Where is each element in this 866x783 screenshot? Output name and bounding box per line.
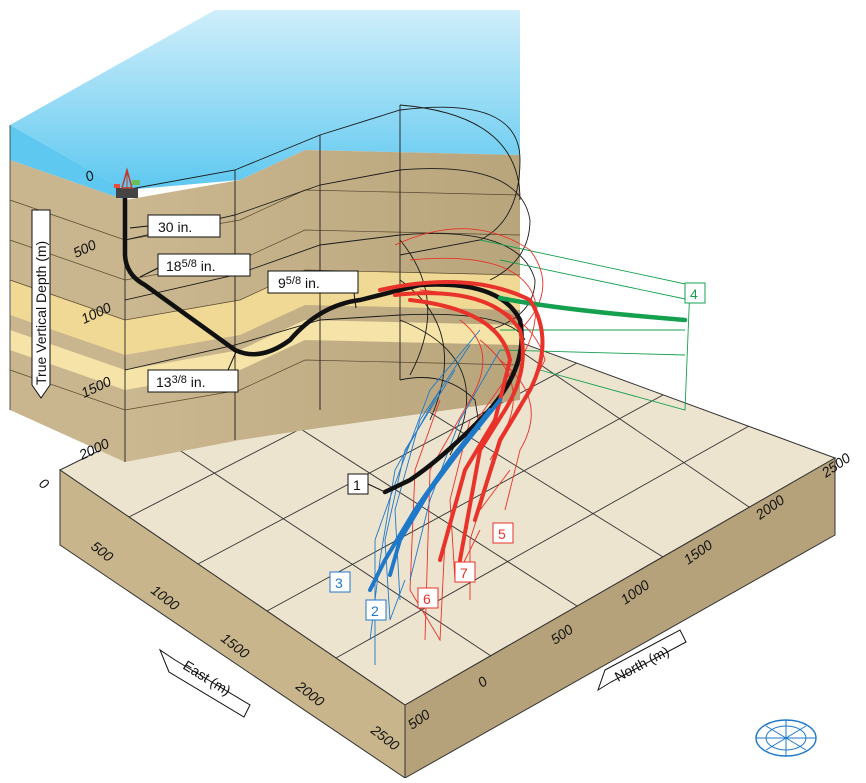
casing-18-box [157, 253, 251, 277]
well-label-5: 5 [498, 526, 506, 542]
well-4-path [497, 295, 688, 323]
east-tick: 0 [36, 475, 52, 493]
tvd-axis-title: True Vertical Depth (m) [33, 241, 49, 385]
well-6-path [408, 298, 513, 562]
casing-30-label: 30 in. [158, 219, 192, 235]
well-label-2: 2 [371, 603, 379, 619]
well-labels: 1 2 3 4 5 6 7 [329, 282, 706, 621]
casing-9-box [267, 270, 359, 294]
well-label-7: 7 [460, 565, 468, 581]
casing-9-label: 95/8 in. [278, 275, 320, 291]
well-paths [122, 192, 688, 592]
north-axis-arrow [597, 629, 687, 692]
casing-13-box [147, 369, 239, 393]
sea-surface [10, 10, 520, 190]
well-4-envelope [479, 239, 691, 411]
drilling-rig-icon [114, 167, 140, 198]
well-label-3: 3 [335, 575, 343, 591]
well-7-path [393, 291, 525, 562]
well-5-path [378, 280, 545, 522]
well-label-6: 6 [423, 591, 431, 607]
tvd-axis-arrow [31, 209, 51, 399]
sea-water-band [10, 125, 125, 200]
well-3-path [368, 408, 492, 592]
compass-rose-icon [755, 719, 817, 757]
well-label-1: 1 [353, 477, 361, 493]
strata-right-light [125, 270, 520, 355]
casing-13-label: 133/8 in. [156, 374, 206, 390]
east-axis-arrow [158, 648, 251, 718]
casing-labels: 30 in. 185/8 in. 95/8 in. 133/8 in. [129, 214, 359, 393]
well-label-4: 4 [690, 286, 698, 302]
casing-18-label: 185/8 in. [166, 258, 216, 274]
box-side-face [404, 457, 836, 779]
